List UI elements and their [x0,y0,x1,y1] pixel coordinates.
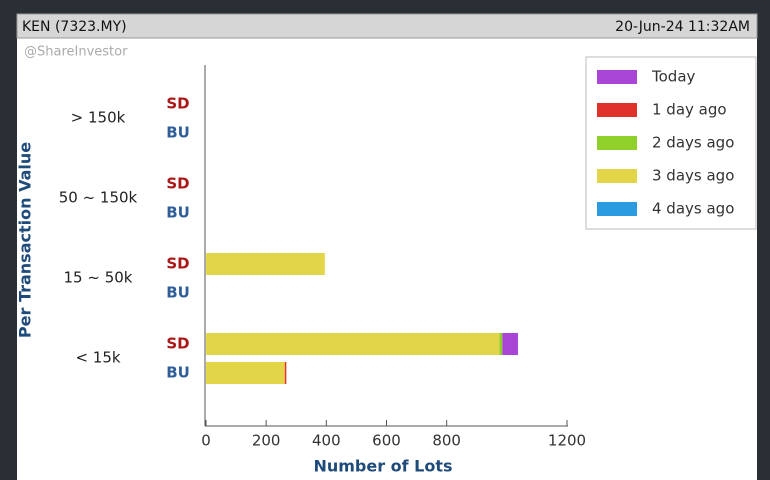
y-axis-title: Per Transaction Value [16,142,35,338]
legend-swatch [597,70,637,84]
bar-segment [502,333,518,355]
x-tick-label: 200 [252,432,281,450]
x-axis-title: Number of Lots [313,457,452,476]
row-label: SD [166,335,189,353]
bar-segment [284,362,287,384]
row-label: SD [166,255,189,273]
group-label: > 150k [71,109,126,127]
bar-segment [206,253,325,275]
row-label: BU [166,364,190,382]
row-label: SD [166,175,189,193]
group-label: < 15k [75,349,120,367]
group-label: 50 ~ 150k [59,189,138,207]
legend-label: 4 days ago [652,200,734,218]
bar-segment [499,333,503,355]
group-label: 15 ~ 50k [64,269,133,287]
legend-label: 2 days ago [652,134,734,152]
bar-segment [206,333,500,355]
legend-label: 1 day ago [652,101,727,119]
x-tick-label: 0 [201,432,211,450]
legend-label: Today [651,68,696,86]
legend-swatch [597,202,637,216]
legend-label: 3 days ago [652,167,734,185]
legend-swatch [597,169,637,183]
row-label: SD [166,95,189,113]
x-tick-label: 600 [372,432,401,450]
row-label: BU [166,284,190,302]
header-bar [16,13,758,39]
timestamp: 20-Jun-24 11:32AM [615,19,750,35]
row-label: BU [166,124,190,142]
legend-swatch [597,136,637,150]
x-tick-label: 1200 [548,432,586,450]
watermark: @ShareInvestor [24,45,128,60]
symbol: KEN (7323.MY) [22,19,127,35]
row-label: BU [166,204,190,222]
legend-swatch [597,103,637,117]
bar-segment [206,362,285,384]
x-tick-label: 400 [312,432,341,450]
x-tick-label: 800 [432,432,461,450]
